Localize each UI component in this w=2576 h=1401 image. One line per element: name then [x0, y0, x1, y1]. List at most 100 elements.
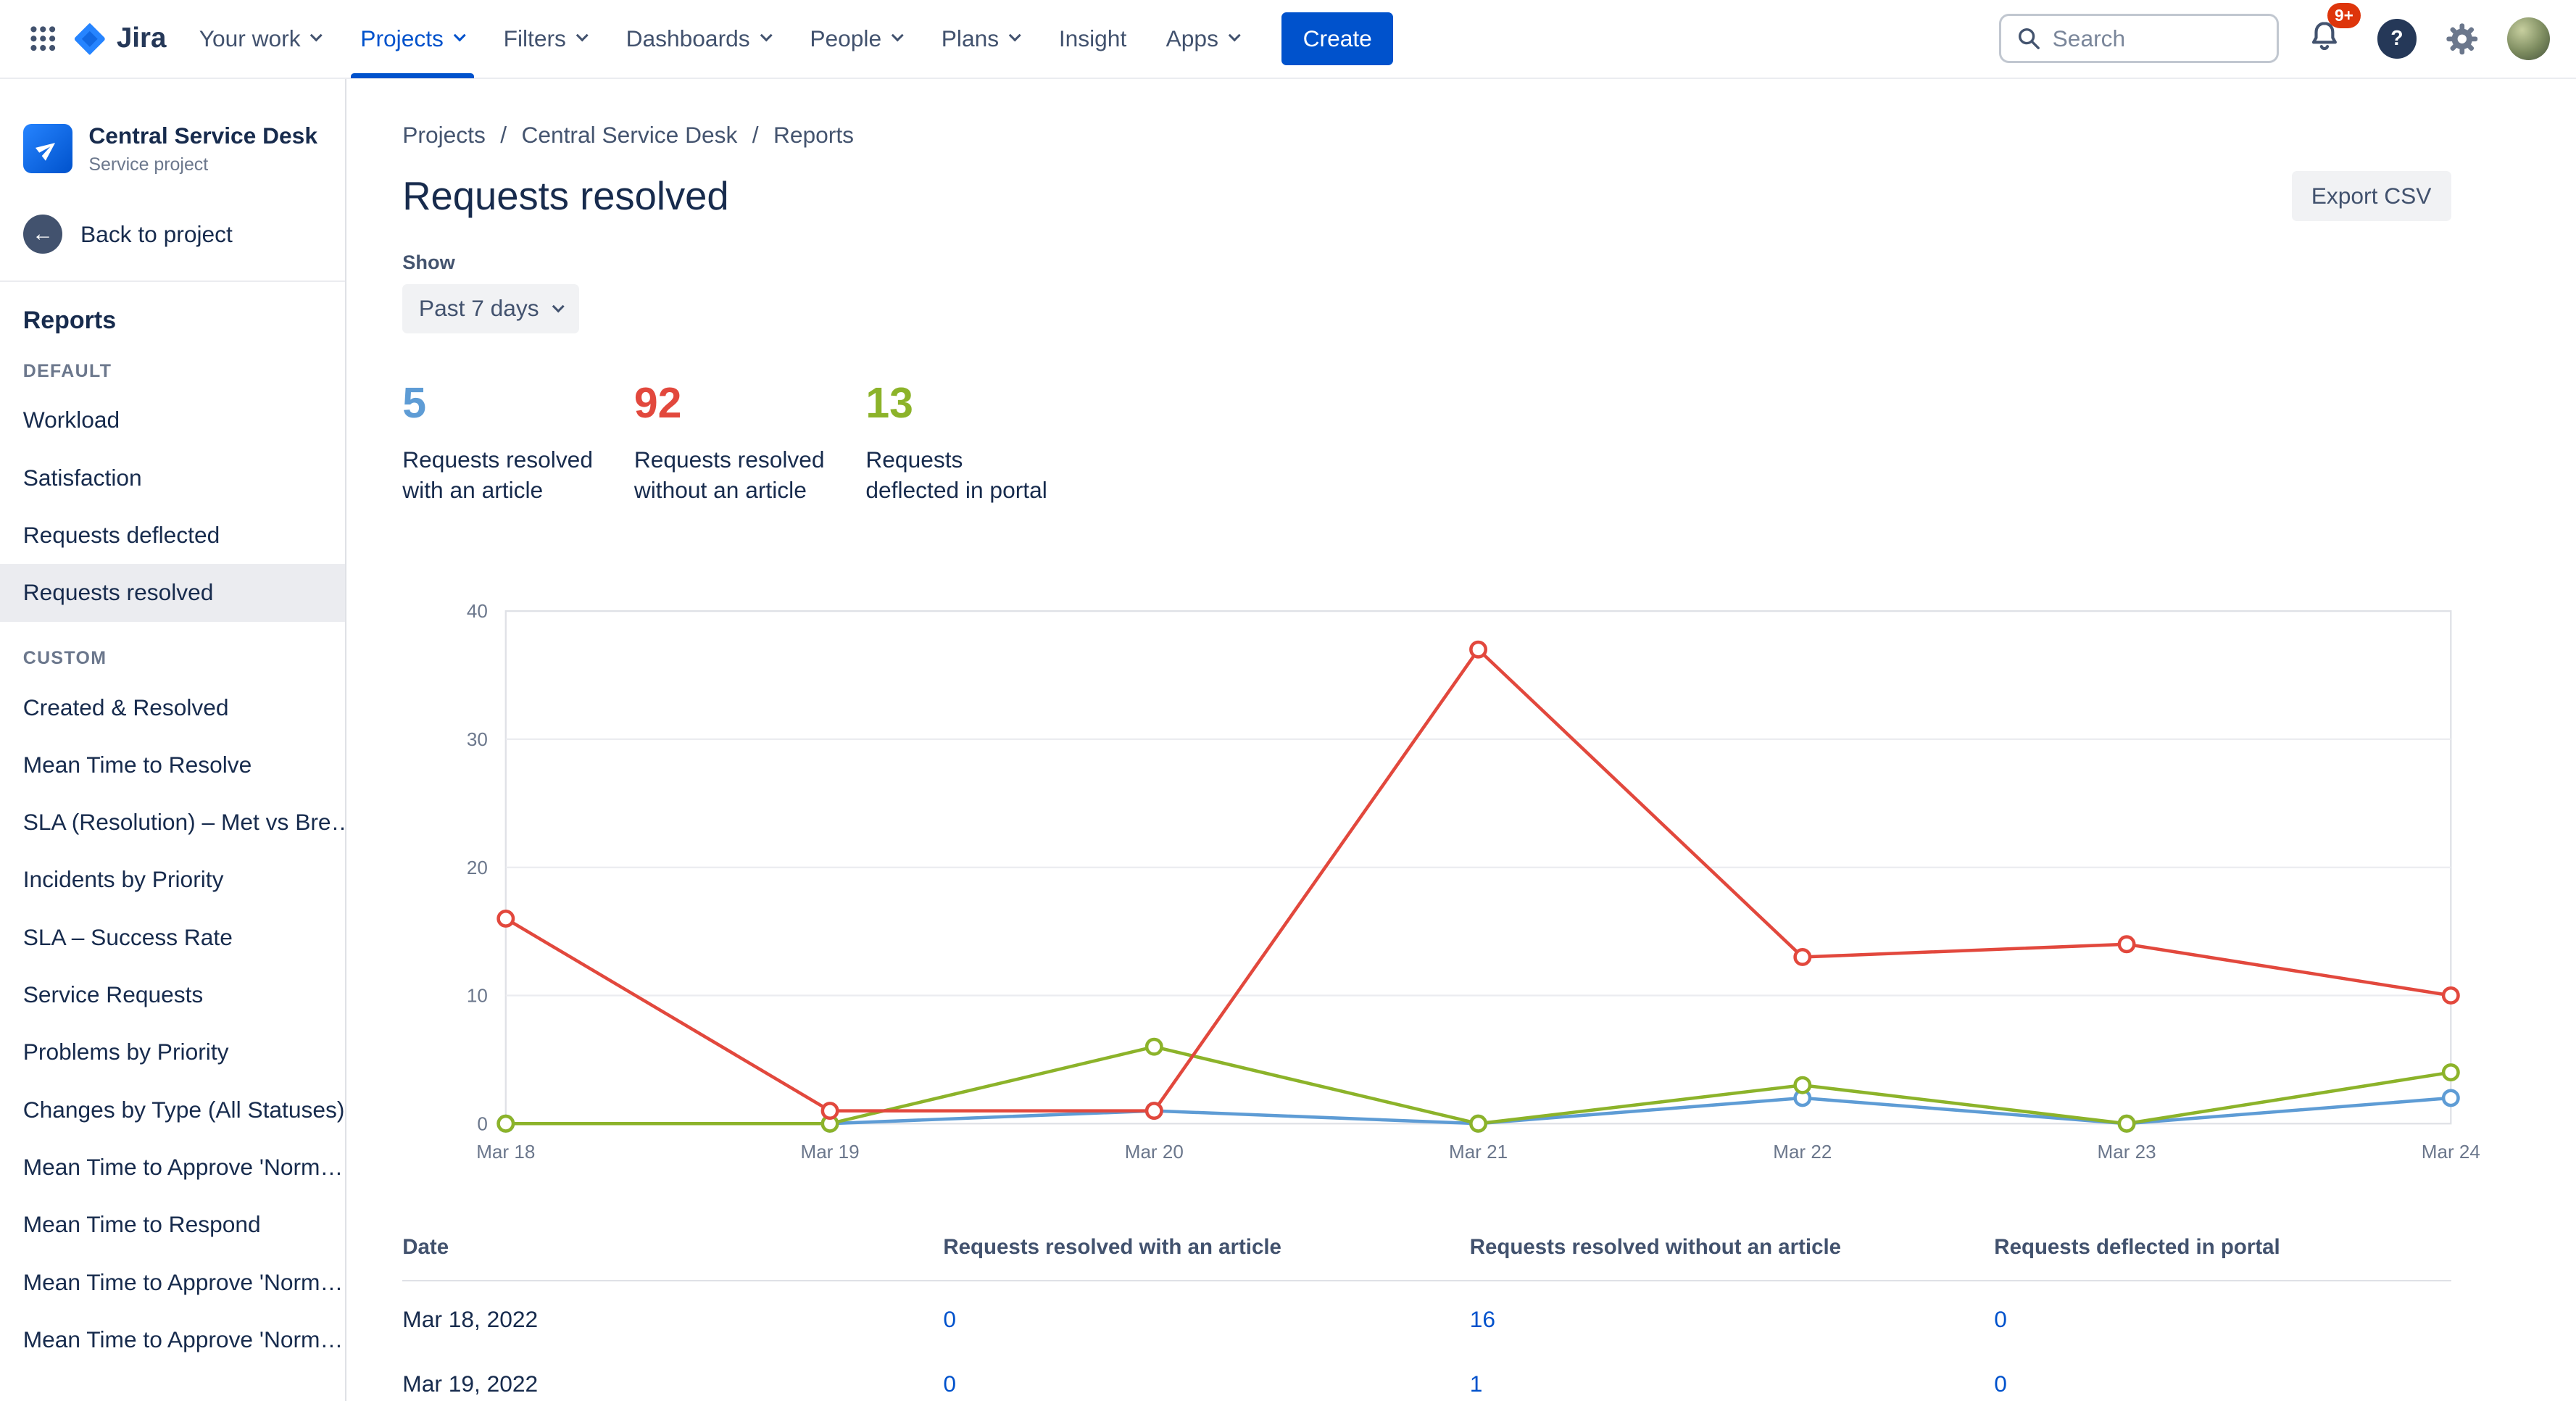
- sidebar-item-changes-by-type[interactable]: Changes by Type (All Statuses): [22, 1096, 345, 1123]
- chevron-down-icon: [453, 29, 466, 42]
- sidebar-divider: [0, 280, 346, 282]
- svg-text:10: 10: [467, 985, 488, 1007]
- rocket-icon: [35, 142, 55, 161]
- requests-table: Date Requests resolved with an article R…: [402, 1235, 2451, 1401]
- svg-text:40: 40: [467, 600, 488, 622]
- app-switcher-button[interactable]: [17, 12, 70, 65]
- col-header-date: Date: [402, 1235, 944, 1281]
- nav-filters[interactable]: Filters: [483, 0, 606, 78]
- nav-plans[interactable]: Plans: [922, 0, 1039, 78]
- cell-date: Mar 19, 2022: [402, 1370, 539, 1397]
- breadcrumb-separator: /: [500, 121, 507, 148]
- nav-insight[interactable]: Insight: [1039, 0, 1147, 78]
- jira-logo-text: Jira: [116, 22, 167, 54]
- date-range-dropdown[interactable]: Past 7 days: [402, 283, 580, 334]
- breadcrumb: Projects / Central Service Desk / Report…: [402, 122, 2451, 149]
- question-mark-icon: ?: [2390, 26, 2403, 50]
- svg-text:Mar 19: Mar 19: [801, 1141, 860, 1163]
- stat-value: 92: [633, 380, 682, 428]
- svg-text:0: 0: [478, 1113, 489, 1134]
- sidebar-item-mean-time-to-respond[interactable]: Mean Time to Respond: [22, 1211, 261, 1238]
- sidebar-item-sla-success-rate[interactable]: SLA – Success Rate: [22, 923, 233, 950]
- sidebar-item-sla-resolution[interactable]: SLA (Resolution) – Met vs Bre…: [22, 809, 346, 836]
- breadcrumb-reports[interactable]: Reports: [773, 121, 854, 148]
- project-name: Central Service Desk: [88, 122, 317, 149]
- project-header[interactable]: Central Service Desk Service project: [0, 122, 345, 175]
- stat-label: Requests deflected in portal: [865, 446, 1047, 504]
- nav-dashboards[interactable]: Dashboards: [606, 0, 790, 78]
- primary-nav: Your work Projects Filters Dashboards Pe…: [180, 0, 1259, 78]
- svg-text:20: 20: [467, 857, 488, 878]
- svg-text:Mar 20: Mar 20: [1125, 1141, 1184, 1163]
- stat-deflected-in-portal: 13 Requests deflected in portal: [865, 380, 1097, 506]
- sidebar-group-default: DEFAULT: [22, 360, 112, 381]
- notifications-button[interactable]: 9+: [2306, 2, 2361, 60]
- sidebar-item-requests-deflected[interactable]: Requests deflected: [22, 522, 220, 549]
- svg-text:Mar 21: Mar 21: [1449, 1141, 1508, 1163]
- project-sidebar: Central Service Desk Service project ← B…: [0, 78, 347, 1401]
- show-label: Show: [402, 250, 455, 273]
- back-to-project[interactable]: ← Back to project: [0, 214, 345, 254]
- export-csv-button[interactable]: Export CSV: [2291, 171, 2451, 222]
- chevron-down-icon: [759, 29, 773, 42]
- sidebar-item-mean-time-approve-1[interactable]: Mean Time to Approve 'Norm…: [22, 1154, 344, 1181]
- chevron-down-icon: [1008, 29, 1022, 42]
- user-avatar[interactable]: [2506, 17, 2550, 60]
- breadcrumb-project[interactable]: Central Service Desk: [521, 121, 738, 148]
- stat-value: 13: [865, 380, 913, 428]
- sidebar-item-mean-time-approve-3[interactable]: Mean Time to Approve 'Norm…: [22, 1326, 344, 1352]
- col-header-with-article: Requests resolved with an article: [943, 1235, 1470, 1281]
- create-button[interactable]: Create: [1281, 12, 1394, 65]
- nav-projects[interactable]: Projects: [341, 0, 483, 78]
- cell-without-article-link[interactable]: 1: [1469, 1370, 1483, 1397]
- sidebar-item-mean-time-to-resolve[interactable]: Mean Time to Resolve: [22, 751, 252, 778]
- stat-label: Requests resolved with an article: [402, 446, 593, 504]
- back-to-project-label: Back to project: [80, 220, 233, 247]
- chevron-down-icon: [552, 300, 565, 314]
- nav-plans-label: Plans: [941, 25, 1000, 51]
- gear-icon: [2446, 22, 2477, 54]
- cell-deflected-link[interactable]: 0: [1994, 1305, 2007, 1332]
- nav-dashboards-label: Dashboards: [626, 25, 750, 51]
- sidebar-item-service-requests[interactable]: Service Requests: [22, 981, 204, 1008]
- nav-right: 9+ ?: [1999, 2, 2550, 64]
- breadcrumb-projects[interactable]: Projects: [402, 121, 486, 148]
- search-input[interactable]: [2052, 25, 2237, 52]
- search-box[interactable]: [1999, 14, 2279, 64]
- nav-insight-label: Insight: [1058, 25, 1127, 51]
- sidebar-item-incidents-by-priority[interactable]: Incidents by Priority: [22, 866, 224, 893]
- jira-logo[interactable]: Jira: [72, 22, 167, 57]
- project-type: Service project: [88, 154, 209, 175]
- table-row: Mar 18, 2022 0 16 0: [402, 1281, 2451, 1346]
- sidebar-section-heading: Reports: [22, 306, 117, 334]
- app-grid-icon: [30, 26, 55, 51]
- table-header-row: Date Requests resolved with an article R…: [402, 1235, 2451, 1281]
- nav-your-work[interactable]: Your work: [180, 0, 341, 78]
- svg-text:Mar 18: Mar 18: [477, 1141, 536, 1163]
- sidebar-item-mean-time-approve-2[interactable]: Mean Time to Approve 'Norm…: [22, 1268, 344, 1295]
- cell-without-article-link[interactable]: 16: [1469, 1305, 1496, 1332]
- requests-resolved-chart: 0 10 20 30 40 Mar 18 Mar 19 Mar 20 Mar 21 Mar 22 M…: [402, 598, 2480, 1163]
- sidebar-item-requests-resolved[interactable]: Requests resolved: [0, 564, 346, 622]
- sidebar-item-created-resolved[interactable]: Created & Resolved: [22, 694, 229, 720]
- table-row: Mar 19, 2022 0 1 0: [402, 1346, 2451, 1401]
- cell-deflected-link[interactable]: 0: [1994, 1370, 2007, 1397]
- nav-apps[interactable]: Apps: [1146, 0, 1258, 78]
- settings-button[interactable]: [2445, 22, 2480, 57]
- help-button[interactable]: ?: [2377, 19, 2417, 59]
- cell-with-article-link[interactable]: 0: [943, 1370, 957, 1397]
- sidebar-item-workload[interactable]: Workload: [22, 407, 120, 433]
- sidebar-item-satisfaction[interactable]: Satisfaction: [22, 464, 142, 491]
- notification-badge: 9+: [2327, 2, 2361, 28]
- svg-text:Mar 24: Mar 24: [2422, 1141, 2480, 1163]
- cell-with-article-link[interactable]: 0: [943, 1305, 957, 1332]
- nav-people[interactable]: People: [790, 0, 921, 78]
- sidebar-group-custom: CUSTOM: [22, 647, 107, 668]
- top-navigation: Jira Your work Projects Filters Dashboar…: [0, 0, 2576, 79]
- sidebar-item-problems-by-priority[interactable]: Problems by Priority: [22, 1039, 229, 1065]
- nav-filters-label: Filters: [503, 25, 566, 51]
- stat-label: Requests resolved without an article: [633, 446, 825, 504]
- chevron-down-icon: [309, 29, 323, 42]
- breadcrumb-separator: /: [752, 121, 759, 148]
